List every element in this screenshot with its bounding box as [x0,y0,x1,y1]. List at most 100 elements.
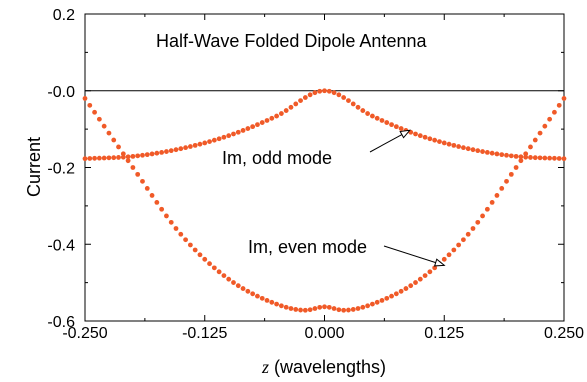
data-point [235,283,241,289]
data-point [441,140,447,146]
data-point [159,206,165,212]
data-point [135,153,141,159]
data-point [317,304,323,310]
x-tick-label: -0.250 [62,325,107,342]
y-tick-label: -0.4 [47,237,75,254]
data-point [513,153,519,159]
data-point [480,213,485,219]
data-point [528,144,533,150]
data-point [528,155,533,160]
y-tick-label: -0.0 [47,84,75,101]
data-point [408,283,414,289]
data-point [432,265,438,271]
data-point [240,128,246,133]
data-point [355,104,361,110]
data-point [374,115,380,121]
data-point [370,301,375,307]
data-point [384,295,390,301]
data-point [518,154,524,160]
data-point [168,219,174,225]
data-point [288,306,294,311]
data-point [154,150,160,156]
data-point [96,116,102,122]
data-point [427,269,433,275]
data-point [561,96,567,101]
data-point [331,306,337,311]
data-point [207,261,212,267]
arrow-odd-mode-head [399,129,411,139]
data-point [211,265,217,271]
data-point [264,297,270,303]
data-point [475,148,481,154]
data-point [456,144,462,149]
data-point [475,219,481,225]
data-point [250,291,256,297]
data-point [307,307,313,313]
data-point [92,109,97,115]
data-point [173,147,179,153]
data-point [336,92,342,98]
data-point [384,120,390,125]
data-point [144,185,150,191]
data-point [365,111,371,116]
annotation-arrows [369,129,446,267]
data-point [465,146,471,152]
data-point [187,242,193,248]
data-point [542,123,548,129]
data-point [293,101,299,107]
data-point [154,199,160,205]
data-point [317,88,323,94]
data-point [221,134,227,140]
data-point [82,156,88,162]
data-point [365,303,371,309]
data-point [125,154,131,160]
data-point [298,307,303,313]
x-axis-unit: (wavelengths) [269,357,386,377]
data-point [307,92,313,98]
x-axis-variable: z [261,357,269,377]
data-point [379,118,385,123]
data-point [379,297,385,303]
chart-title: Half-Wave Folded Dipole Antenna [156,31,427,51]
data-point [101,123,107,129]
data-point [192,247,198,253]
data-point [245,288,251,294]
data-point [269,115,275,121]
data-point [470,226,476,231]
data-point [552,155,557,161]
data-point [398,126,404,131]
data-point [499,185,505,191]
data-point [331,90,337,96]
data-point [140,178,145,184]
data-point [489,150,495,156]
data-point [494,151,500,157]
data-point [269,299,275,305]
data-point [173,226,179,231]
data-point [231,280,236,285]
data-point [288,104,294,110]
data-point [326,304,332,310]
data-point [461,237,466,243]
data-point [437,139,442,144]
annotation-even-mode: Im, even mode [248,237,367,257]
data-point [326,88,332,94]
data-point [226,276,232,282]
y-tick-label: -0.6 [47,314,75,331]
data-point [523,151,529,157]
data-point [542,155,548,161]
data-point [106,130,112,136]
data-point [413,131,418,137]
data-point [302,307,308,313]
data-point [164,149,169,154]
data-point [350,307,356,312]
data-point [168,148,174,154]
data-point [149,193,155,198]
data-point [556,156,562,161]
data-point [140,152,145,158]
data-point [221,273,227,278]
data-point [149,151,155,157]
data-point [403,286,409,291]
data-point [417,133,423,139]
data-point [494,193,500,198]
